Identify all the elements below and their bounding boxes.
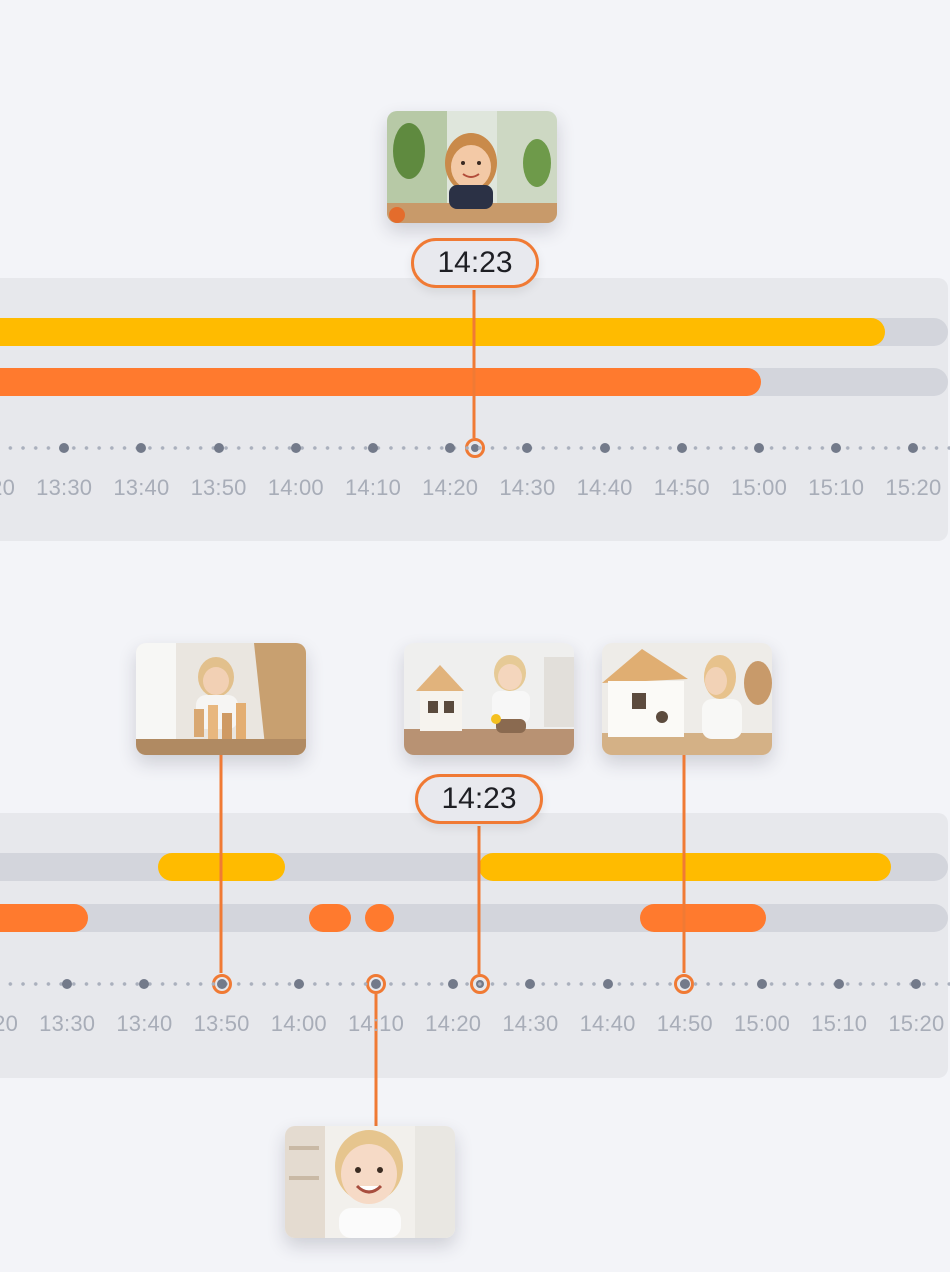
tick-label: 14:40 [576, 475, 633, 500]
axis-major-dot [602, 979, 613, 989]
tick-label: 14:00 [270, 1011, 327, 1036]
axis-minor-dots [0, 978, 950, 990]
axis-major-dot [911, 979, 922, 989]
axis-minor-dots [0, 442, 950, 454]
event-stem [219, 755, 223, 973]
tick-label: 15:00 [733, 1011, 791, 1036]
tick-label: 13:20 [0, 1011, 19, 1036]
tick-label: 14:20 [425, 1011, 482, 1036]
tick-label: 13:30 [36, 475, 93, 500]
axis-major-dot [139, 979, 150, 989]
axis-major-dot [754, 443, 764, 453]
orange-track [0, 904, 948, 932]
axis-major-dot [213, 443, 224, 453]
smiling-child-thumbnail[interactable] [285, 1126, 455, 1238]
tick-label: 14:00 [267, 475, 324, 500]
yellow-segment[interactable] [0, 318, 885, 346]
axis-major-dot [831, 443, 842, 453]
axis-major-dot [290, 443, 301, 453]
axis-major-dot [62, 979, 73, 989]
tick-label: 14:20 [422, 475, 479, 500]
current-time-badge[interactable]: 14:23 [415, 774, 543, 824]
tick-label: 13:50 [190, 475, 247, 500]
tick-label: 13:40 [113, 475, 170, 500]
tick-label: 13:30 [39, 1011, 96, 1036]
orange-segment[interactable] [0, 904, 88, 932]
event-stem [682, 755, 686, 973]
child-at-table-thumbnail[interactable] [387, 111, 557, 223]
tick-label: 13:20 [0, 475, 16, 500]
tick-label: 14:10 [347, 1011, 405, 1036]
axis-major-dot [908, 443, 919, 453]
axis-major-dot [136, 443, 147, 453]
current-time-badge[interactable]: 14:23 [411, 238, 539, 288]
playhead-stem [477, 826, 481, 974]
child-at-dollhouse-thumbnail[interactable] [602, 643, 772, 755]
axis-major-dot [679, 979, 690, 989]
timeline-panel-2 [0, 813, 948, 1078]
event-stem [374, 994, 378, 1126]
axis-major-dot [293, 979, 304, 989]
orange-segment[interactable] [640, 904, 766, 932]
axis-major-dot [525, 979, 536, 989]
tick-label: 14:40 [579, 1011, 636, 1036]
axis-major-dot [59, 443, 70, 453]
child-with-dollhouse-thumbnail[interactable] [404, 643, 574, 755]
axis-major-dot [445, 443, 456, 453]
axis-major-dot [599, 443, 610, 453]
tick-label: 13:40 [116, 1011, 173, 1036]
tick-label: 15:20 [888, 1011, 945, 1036]
tick-label: 14:10 [344, 475, 402, 500]
orange-segment[interactable] [365, 904, 394, 932]
axis-major-dot [368, 443, 378, 453]
orange-segment[interactable] [309, 904, 351, 932]
tick-label: 15:00 [730, 475, 788, 500]
axis-major-dot [757, 979, 767, 989]
tick-label: 14:30 [502, 1011, 559, 1036]
axis-major-dot [216, 979, 227, 989]
tick-label: 15:10 [808, 475, 865, 500]
tick-label: 14:30 [499, 475, 556, 500]
playhead-stem [472, 290, 476, 438]
axis-major-dot [676, 443, 687, 453]
axis-major-dot [371, 979, 381, 989]
orange-segment[interactable] [0, 368, 761, 396]
tick-label: 14:50 [656, 1011, 713, 1036]
tick-label: 13:50 [193, 1011, 250, 1036]
child-with-blocks-thumbnail[interactable] [136, 643, 306, 755]
tick-label: 15:10 [811, 1011, 868, 1036]
axis-major-dot [448, 979, 459, 989]
axis-major-dot [834, 979, 845, 989]
tick-label: 14:50 [653, 475, 710, 500]
tick-label: 15:20 [885, 475, 942, 500]
axis-major-dot [522, 443, 533, 453]
